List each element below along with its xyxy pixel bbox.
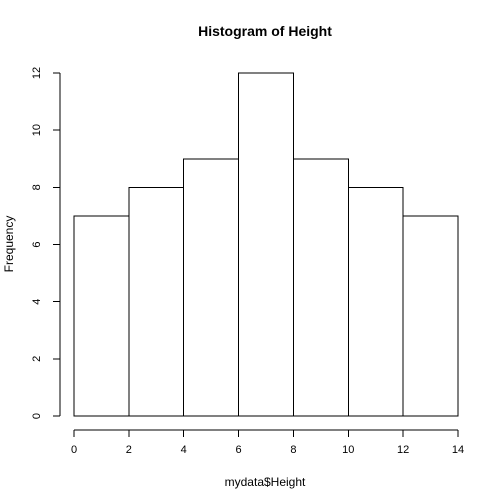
y-tick-label-4: 8 [31,184,43,190]
y-tick-label-2: 4 [31,299,43,305]
x-axis-label: mydata$Height [225,475,306,489]
bars-group [73,72,459,417]
x-axis: 0 2 4 6 8 10 12 14 [71,429,464,456]
y-tick-label-3: 6 [31,241,43,247]
y-tick-label-0: 0 [31,413,43,419]
x-tick-label-3: 6 [236,444,242,456]
histogram-bar-1 [128,186,185,417]
x-tick-label-7: 14 [452,444,464,456]
histogram-bar-6 [402,215,459,417]
x-tick-label-5: 10 [342,444,354,456]
histogram-bar-3 [238,72,294,417]
y-axis-label: Frequency [2,216,16,273]
y-tick-label-5: 10 [31,124,43,136]
x-tick-label-4: 8 [290,444,296,456]
x-tick-label-1: 2 [126,444,132,456]
y-axis: 0 2 4 6 8 10 12 [31,67,61,419]
y-tick-label-1: 2 [31,356,43,362]
chart-title: Histogram of Height [198,23,332,39]
y-tick-label-6: 12 [31,67,43,79]
histogram-bar-0 [73,215,130,417]
x-tick-label-0: 0 [71,444,77,456]
histogram-bar-2 [183,158,240,417]
x-tick-label-6: 12 [397,444,409,456]
histogram-bar-5 [347,186,404,417]
x-tick-label-2: 4 [181,444,187,456]
histogram-bar-4 [292,158,349,417]
